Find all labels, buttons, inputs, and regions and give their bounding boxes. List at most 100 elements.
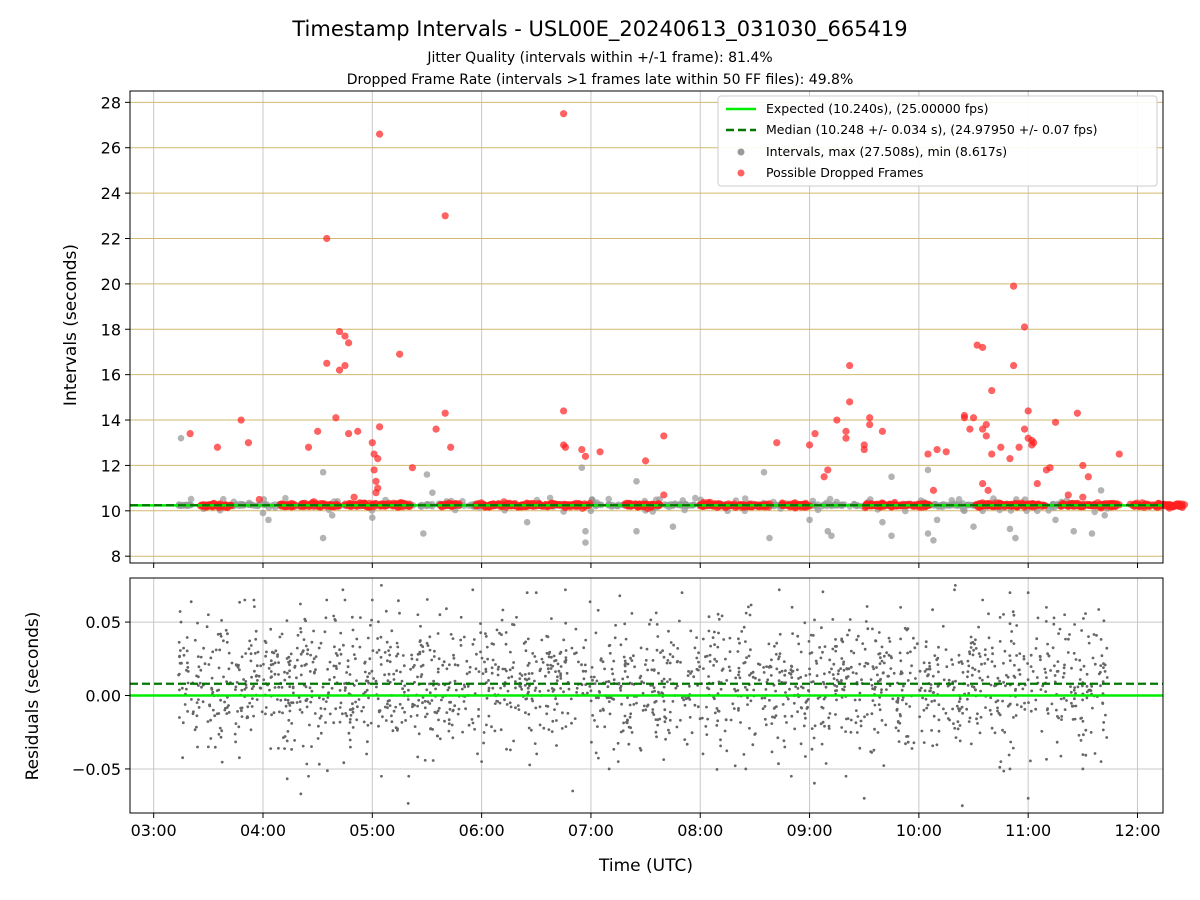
residual-point	[652, 713, 656, 716]
residual-point	[886, 674, 890, 678]
residual-point	[749, 603, 753, 607]
residual-point	[757, 678, 761, 682]
residual-point	[656, 723, 660, 727]
chart-title: Timestamp Intervals - USL00E_20240613_03…	[291, 17, 907, 42]
residual-point	[784, 669, 787, 673]
residual-point	[269, 627, 273, 631]
residual-point	[250, 687, 254, 691]
residual-point	[791, 632, 794, 635]
residual-point	[856, 715, 860, 718]
residual-point	[961, 671, 965, 674]
residual-point	[697, 660, 700, 664]
residual-point	[744, 640, 747, 643]
residual-point	[445, 667, 449, 671]
residual-point	[898, 721, 902, 725]
residual-point	[967, 692, 971, 695]
residual-point	[352, 653, 356, 656]
residual-point	[297, 696, 301, 699]
residual-point	[663, 720, 667, 724]
residual-point	[1074, 704, 1078, 708]
residual-point	[490, 666, 494, 670]
residual-point	[629, 726, 632, 730]
residual-point	[918, 669, 922, 673]
residual-point	[978, 676, 982, 680]
dropped-point	[345, 430, 353, 438]
residual-point	[550, 730, 554, 733]
residual-point	[239, 706, 243, 710]
residual-point	[1074, 658, 1078, 661]
residual-point	[630, 659, 634, 662]
residual-point	[608, 643, 612, 647]
residual-point	[305, 705, 309, 709]
residual-point	[738, 641, 741, 645]
residual-point	[428, 702, 432, 705]
residual-point	[804, 716, 807, 720]
residual-point	[389, 645, 392, 649]
residual-point	[854, 709, 858, 712]
residual-point	[888, 640, 892, 643]
residual-point	[758, 663, 762, 666]
residual-point	[632, 703, 636, 706]
residual-point	[492, 642, 495, 646]
residual-point	[1099, 638, 1103, 641]
residual-point	[1085, 696, 1089, 700]
residual-point	[547, 728, 551, 731]
residual-point	[588, 600, 592, 604]
residual-point	[468, 665, 472, 669]
legend-dropped-label: Possible Dropped Frames	[766, 165, 923, 180]
residual-point	[877, 631, 881, 634]
chart-subtitle-jitter: Jitter Quality (intervals within +/-1 fr…	[426, 50, 772, 66]
residual-point	[896, 698, 900, 702]
residual-point	[716, 719, 720, 723]
residual-point	[430, 658, 434, 662]
residual-point	[363, 690, 367, 694]
residual-point	[342, 643, 345, 647]
residual-point	[555, 744, 558, 747]
residual-point	[1012, 613, 1016, 617]
residual-point	[789, 774, 793, 778]
residual-point	[807, 640, 811, 643]
residual-point	[288, 704, 292, 707]
residual-point	[234, 685, 238, 689]
residual-point	[219, 632, 222, 636]
residual-point	[501, 667, 505, 671]
residual-point	[605, 696, 609, 700]
residual-point	[288, 663, 291, 667]
residual-point	[905, 628, 909, 632]
residual-point	[1072, 651, 1076, 655]
residual-point	[424, 715, 427, 719]
residual-point	[902, 684, 905, 688]
residual-point	[328, 712, 332, 716]
residual-point	[528, 684, 531, 688]
residual-point	[830, 667, 833, 671]
residual-point	[279, 698, 283, 702]
residual-point	[339, 652, 343, 656]
residual-point	[859, 719, 863, 723]
residual-point	[298, 700, 302, 703]
residual-point	[619, 684, 623, 688]
residual-point	[550, 687, 554, 690]
residual-point	[333, 645, 336, 649]
residual-point	[269, 676, 273, 679]
residual-point	[662, 655, 666, 659]
interval-point	[633, 527, 640, 535]
residual-point	[249, 644, 253, 647]
residual-point	[981, 598, 985, 602]
residual-point	[978, 655, 982, 658]
residual-point	[523, 677, 527, 681]
residual-point	[594, 751, 598, 755]
dropped-point	[561, 443, 570, 451]
residual-point	[437, 706, 441, 710]
residual-point	[706, 717, 710, 721]
residual-point	[717, 631, 720, 635]
residual-point	[805, 699, 809, 703]
residual-point	[555, 702, 559, 706]
residual-point	[556, 675, 559, 679]
residual-point	[425, 712, 429, 716]
residual-point	[810, 727, 814, 730]
residual-point	[840, 726, 844, 729]
residual-point	[764, 688, 768, 691]
residual-point	[465, 659, 469, 663]
residual-point	[599, 658, 603, 662]
residual-point	[924, 645, 928, 649]
